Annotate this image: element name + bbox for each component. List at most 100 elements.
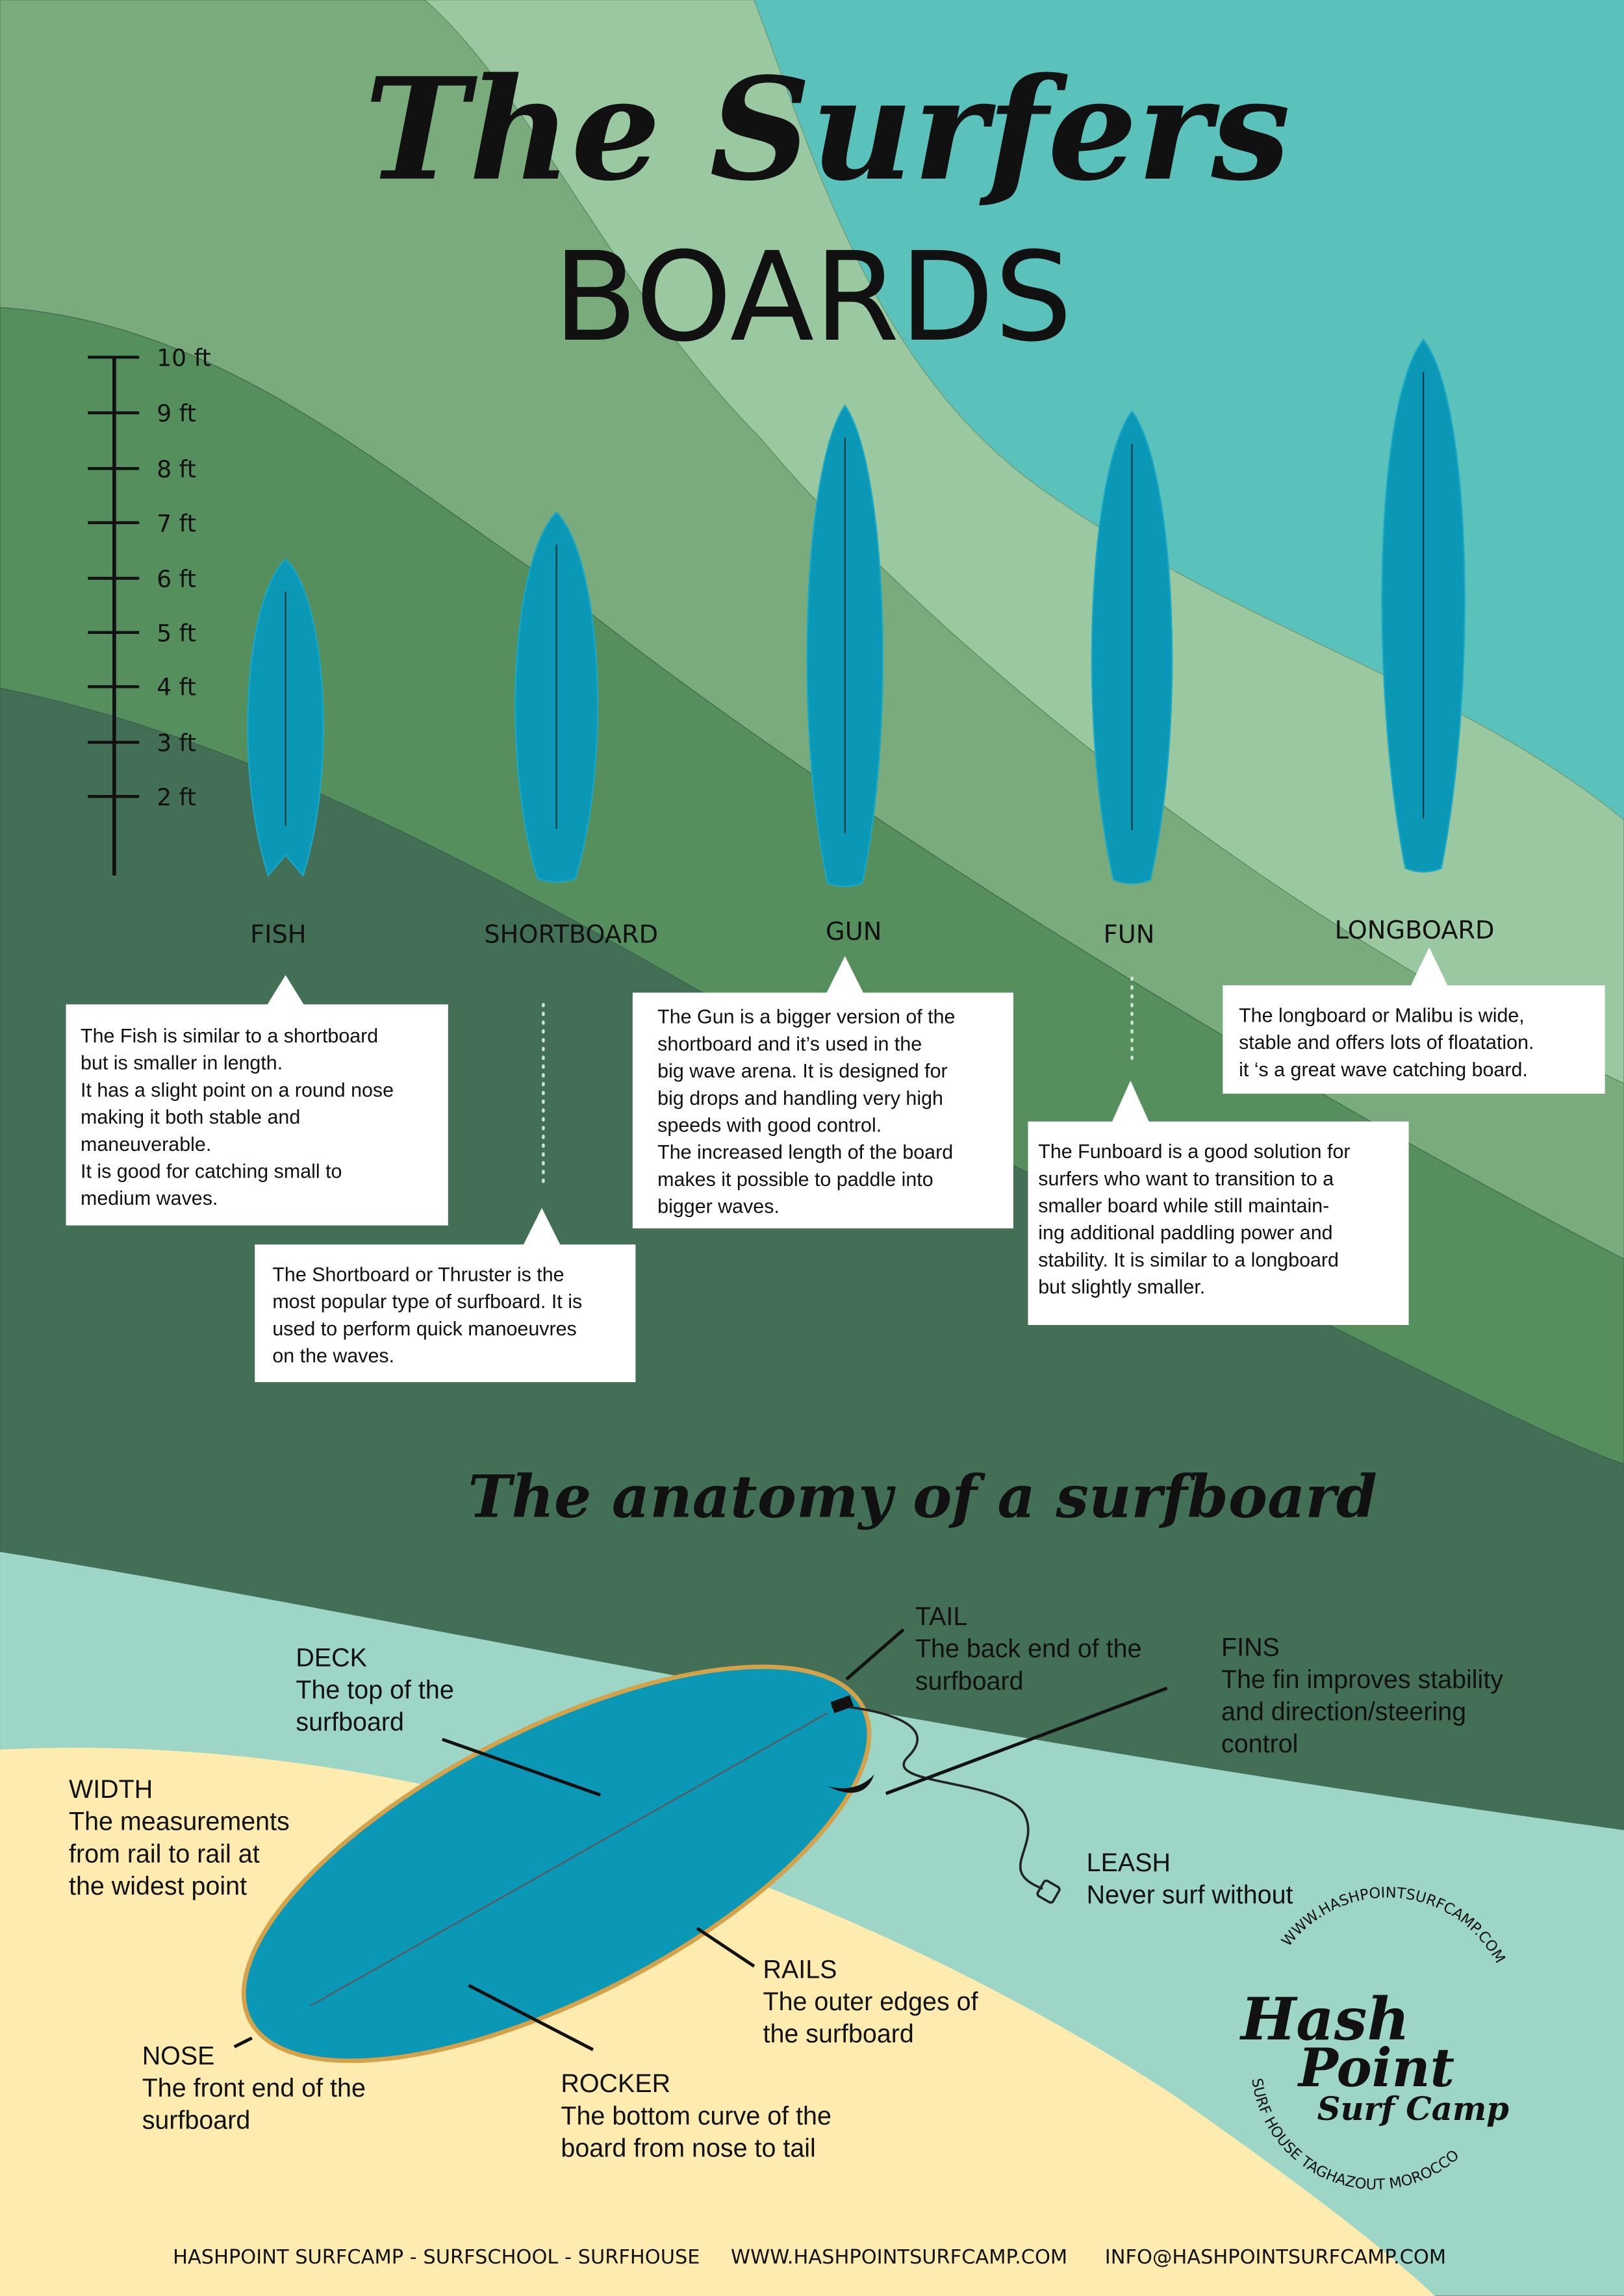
description-line: but slightly smaller. bbox=[1038, 1276, 1205, 1298]
part-text: and direction/steering bbox=[1221, 1698, 1466, 1726]
ruler-label: 5 ft bbox=[157, 620, 196, 647]
part-label: RAILS bbox=[763, 1955, 837, 1984]
description-line: big wave arena. It is designed for bbox=[657, 1060, 947, 1082]
board-name: LONGBOARD bbox=[1335, 916, 1495, 945]
description-line: ing additional paddling power and bbox=[1038, 1222, 1332, 1244]
pointer-line bbox=[845, 1628, 905, 1681]
ruler-label: 4 ft bbox=[157, 674, 196, 701]
pointer-line bbox=[696, 1926, 755, 1968]
pointers bbox=[233, 1628, 1168, 2052]
stringer bbox=[310, 1712, 828, 2007]
description-line: used to perform quick manoeuvres bbox=[272, 1318, 576, 1340]
box-pointer bbox=[266, 975, 305, 1006]
ruler-label: 10 ft bbox=[157, 345, 211, 372]
description-line: but is smaller in length. bbox=[81, 1052, 283, 1074]
anatomy-title: The anatomy of a surfboard bbox=[468, 1462, 1377, 1531]
part-text: The top of the bbox=[296, 1676, 453, 1704]
ruler-label: 8 ft bbox=[157, 456, 196, 483]
leash bbox=[849, 1706, 1043, 1890]
footer-item: HASHPOINT SURFCAMP - SURFSCHOOL - SURFHO… bbox=[173, 2246, 700, 2269]
leash-cuff bbox=[1036, 1879, 1061, 1904]
board-outline bbox=[241, 1664, 872, 2063]
box-pointer bbox=[1410, 947, 1449, 987]
box-pointer bbox=[522, 1207, 561, 1246]
pointer-line bbox=[441, 1737, 602, 1797]
description-line: stable and offers lots of floatation. bbox=[1239, 1031, 1534, 1053]
description-line: The Funboard is a good solution for bbox=[1038, 1141, 1350, 1163]
ruler-label: 3 ft bbox=[157, 729, 196, 757]
pointer-line bbox=[885, 1686, 1168, 1795]
part-label: ROCKER bbox=[561, 2069, 670, 2098]
description-line: The longboard or Malibu is wide, bbox=[1239, 1004, 1525, 1026]
pointer-line bbox=[468, 1984, 594, 2052]
ruler-label: 6 ft bbox=[157, 566, 196, 593]
part-label: NOSE bbox=[142, 2041, 215, 2070]
board-name: FISH bbox=[250, 920, 306, 950]
description-line: shortboard and it’s used in the bbox=[657, 1033, 922, 1055]
part-text: the widest point bbox=[69, 1872, 247, 1900]
logo-name: Point bbox=[1297, 2037, 1454, 2099]
description-line: makes it possible to paddle into bbox=[657, 1168, 933, 1191]
description-line: bigger waves. bbox=[657, 1196, 780, 1218]
part-text: The measurements bbox=[69, 1808, 290, 1836]
description-box bbox=[1028, 1121, 1409, 1326]
description-line: medium waves. bbox=[81, 1187, 218, 1209]
part-text: The back end of the bbox=[915, 1635, 1142, 1663]
logo-name: Hash bbox=[1239, 1985, 1410, 2054]
box-pointer bbox=[826, 955, 865, 994]
description-line: It has a slight point on a round nose bbox=[81, 1079, 394, 1101]
description-line: The Fish is similar to a shortboard bbox=[81, 1025, 378, 1047]
part-text: The fin improves stability bbox=[1221, 1665, 1503, 1694]
part-text: board from nose to tail bbox=[561, 2134, 815, 2162]
part-text: The outer edges of bbox=[763, 1987, 978, 2016]
part-label: FINS bbox=[1221, 1633, 1280, 1661]
part-label: WIDTH bbox=[69, 1775, 153, 1804]
description-line: The increased length of the board bbox=[657, 1141, 953, 1163]
pointer-line bbox=[233, 2036, 253, 2049]
footer-item: INFO@HASHPOINTSURFCAMP.COM bbox=[1105, 2246, 1446, 2269]
part-label: DECK bbox=[296, 1643, 367, 1672]
subtitle: BOARDS bbox=[553, 225, 1072, 369]
part-text: surfboard bbox=[296, 1708, 404, 1736]
leash-plug bbox=[830, 1695, 854, 1713]
ruler-label: 9 ft bbox=[157, 400, 196, 427]
description-line: It is good for catching small to bbox=[81, 1160, 342, 1182]
description-line: The Shortboard or Thruster is the bbox=[272, 1263, 564, 1285]
description-box bbox=[632, 992, 1013, 1229]
fin bbox=[827, 1774, 874, 1793]
board-name: SHORTBOARD bbox=[484, 920, 658, 950]
ruler-label: 2 ft bbox=[157, 784, 196, 811]
part-text: Never surf without bbox=[1087, 1880, 1293, 1909]
anatomy-board bbox=[241, 1664, 1061, 2063]
description-line: The Gun is a bigger version of the bbox=[657, 1006, 955, 1028]
description-line: most popular type of surfboard. It is bbox=[272, 1291, 582, 1313]
title: The Surfers bbox=[364, 47, 1291, 212]
ruler-label: 7 ft bbox=[157, 510, 196, 537]
part-text: surfboard bbox=[142, 2106, 251, 2135]
description-line: smaller board while still maintain- bbox=[1038, 1194, 1329, 1217]
description-line: stability. It is similar to a longboard bbox=[1038, 1249, 1339, 1271]
description-line: it ‘s a great wave catching board. bbox=[1239, 1059, 1528, 1081]
part-text: the surfboard bbox=[763, 2020, 913, 2049]
footer-item: WWW.HASHPOINTSURFCAMP.COM bbox=[731, 2246, 1067, 2269]
board-name: GUN bbox=[826, 917, 882, 946]
description-line: big drops and handling very high bbox=[657, 1087, 943, 1109]
part-text: from rail to rail at bbox=[69, 1839, 260, 1868]
part-text: control bbox=[1221, 1730, 1298, 1758]
description-box bbox=[1223, 985, 1605, 1094]
description-line: maneuverable. bbox=[81, 1133, 211, 1155]
description-line: on the waves. bbox=[272, 1345, 394, 1367]
description-box bbox=[255, 1244, 636, 1382]
description-line: making it both stable and bbox=[81, 1106, 300, 1128]
logo-tagline: Surf Camp bbox=[1317, 2089, 1510, 2128]
description-box bbox=[66, 1004, 448, 1226]
description-line: surfers who want to transition to a bbox=[1038, 1168, 1334, 1190]
board-name: FUN bbox=[1104, 920, 1155, 950]
part-text: surfboard bbox=[915, 1667, 1024, 1695]
description-line: speeds with good control. bbox=[657, 1114, 882, 1136]
part-text: The bottom curve of the bbox=[561, 2102, 831, 2130]
part-label: LEASH bbox=[1087, 1848, 1171, 1877]
part-text: The front end of the bbox=[142, 2074, 366, 2102]
